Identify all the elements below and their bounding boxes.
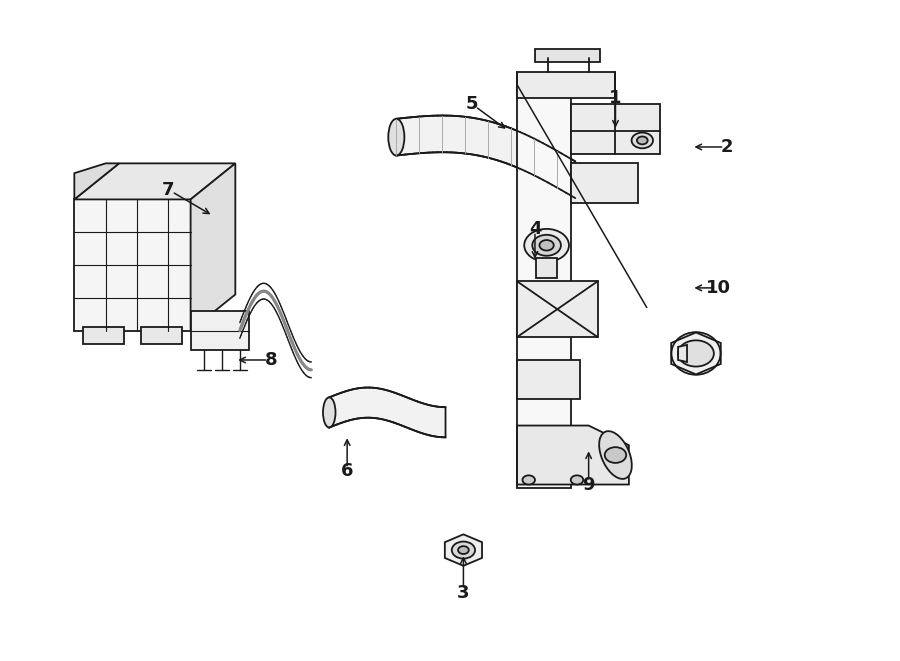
Text: 5: 5 <box>466 95 479 114</box>
Polygon shape <box>396 116 575 198</box>
Text: 1: 1 <box>609 89 622 107</box>
Polygon shape <box>536 258 557 278</box>
Polygon shape <box>518 360 580 399</box>
Polygon shape <box>518 426 629 485</box>
Ellipse shape <box>323 397 336 428</box>
Circle shape <box>571 475 583 485</box>
Text: 9: 9 <box>582 475 595 494</box>
Text: 6: 6 <box>341 463 354 481</box>
Ellipse shape <box>599 431 632 479</box>
Polygon shape <box>445 534 482 566</box>
Text: 4: 4 <box>528 220 541 238</box>
Polygon shape <box>518 71 616 98</box>
Circle shape <box>678 340 714 367</box>
Polygon shape <box>84 327 123 344</box>
Polygon shape <box>329 387 446 438</box>
Circle shape <box>605 447 626 463</box>
Text: 3: 3 <box>457 584 470 602</box>
Polygon shape <box>518 85 571 488</box>
Ellipse shape <box>388 119 404 155</box>
Text: 8: 8 <box>265 351 277 369</box>
Text: 7: 7 <box>162 180 175 198</box>
Text: 2: 2 <box>721 138 734 156</box>
Polygon shape <box>141 327 182 344</box>
Circle shape <box>458 546 469 554</box>
Polygon shape <box>518 282 598 337</box>
Text: 10: 10 <box>706 279 731 297</box>
Polygon shape <box>75 200 191 330</box>
Circle shape <box>452 541 475 559</box>
Polygon shape <box>75 163 119 200</box>
Circle shape <box>532 235 561 256</box>
Polygon shape <box>191 311 248 350</box>
Circle shape <box>637 136 648 144</box>
Polygon shape <box>678 345 687 362</box>
Circle shape <box>539 240 554 251</box>
Polygon shape <box>75 163 235 200</box>
Circle shape <box>632 133 653 148</box>
Polygon shape <box>535 49 600 61</box>
Polygon shape <box>571 163 638 203</box>
Polygon shape <box>191 163 235 330</box>
Polygon shape <box>571 104 661 153</box>
Circle shape <box>522 475 535 485</box>
Circle shape <box>524 229 569 262</box>
Ellipse shape <box>671 332 721 375</box>
